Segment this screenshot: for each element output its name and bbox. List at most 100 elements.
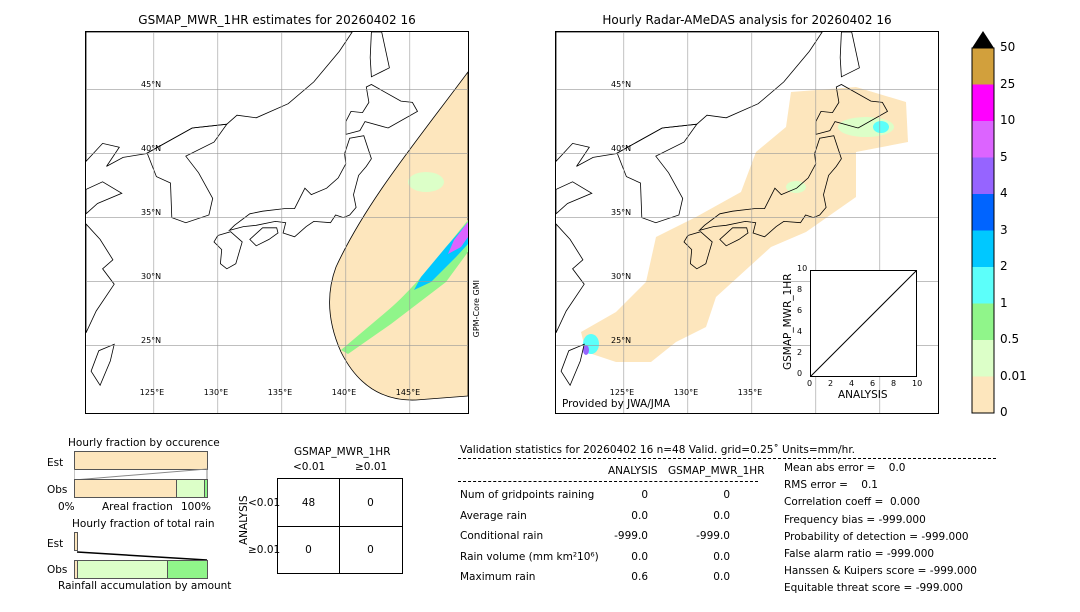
rain-fraction-bars — [74, 532, 208, 579]
rain-band-moderate — [414, 222, 468, 290]
scatter-ytick: 0 — [797, 369, 803, 378]
rain-obs-bar-moderate — [167, 560, 208, 579]
scatter-ytick: 2 — [797, 348, 803, 357]
coastline-china3 — [86, 223, 115, 333]
diagonal-line — [811, 271, 916, 376]
score-line: Correlation coeff = 0.000 — [784, 496, 920, 509]
colorbar-segment — [972, 194, 994, 231]
occ-0-tick: 0% — [58, 501, 75, 513]
analysis-coverage — [581, 87, 908, 362]
lat-tick-label: 35°N — [141, 207, 162, 217]
lon-tick-label: 130°E — [203, 387, 229, 397]
coastline-china — [86, 32, 353, 167]
stats-row-analysis: -999.0 — [614, 530, 648, 542]
score-line: RMS error = 0.1 — [784, 479, 878, 492]
scatter-xtick: 10 — [912, 379, 923, 388]
lon-tick-label: 125°E — [609, 387, 635, 397]
stats-row-label: Rain volume (mm km²10⁶) — [460, 550, 599, 563]
stats-row-analysis: 0.0 — [631, 509, 648, 522]
col-label-lt: <0.01 — [293, 461, 326, 473]
lat-tick-label: 25°N — [611, 335, 632, 345]
lon-tick-label: 145°E — [395, 387, 421, 397]
colorbar-segment — [972, 121, 994, 158]
right-map: Provided by JWA/JMA 45°N 40°N 35°N 30°N 25°N… — [555, 31, 939, 414]
colorbar-segment — [972, 376, 994, 413]
occ-obs-bar-moderate — [204, 479, 208, 498]
stats-row-analysis: 0 — [641, 489, 648, 501]
scatter-xtick: 6 — [870, 379, 876, 388]
lat-tick-label: 45°N — [141, 79, 162, 89]
scatter-xtick: 4 — [849, 379, 855, 388]
scatter-ytick: 10 — [797, 264, 808, 273]
cell-lt-ge: 0 — [367, 497, 374, 509]
score-line: Frequency bias = -999.000 — [784, 513, 926, 526]
rain-est-bar — [74, 532, 78, 551]
lat-tick-label: 30°N — [141, 271, 162, 281]
score-line: Mean abs error = 0.0 — [784, 462, 906, 474]
coastline-honshu — [228, 135, 372, 238]
lon-tick-label: 140°E — [331, 387, 357, 397]
right-map-title: Hourly Radar-AMeDAS analysis for 2026040… — [602, 13, 892, 27]
colorbar-tick-label: 25 — [1000, 76, 1016, 91]
lat-tick-label: 25°N — [141, 335, 162, 345]
coastline-china2 — [86, 181, 123, 215]
lon-tick-label: 125°E — [139, 387, 165, 397]
coastline-sakhalin — [369, 32, 390, 78]
scatter-xtick: 8 — [891, 379, 897, 388]
credit-text: Provided by JWA/JMA — [562, 398, 671, 410]
scatter-ytick: 6 — [797, 306, 803, 315]
rain-band-light — [341, 220, 468, 354]
lat-tick-label: 40°N — [141, 143, 162, 153]
rain-fraction-title: Hourly fraction of total rain — [72, 518, 215, 530]
rain-patch-taiwan-heavy — [583, 345, 589, 355]
colorbar-segment — [972, 230, 994, 267]
scatter-xlabel: ANALYSIS — [838, 389, 888, 401]
lat-tick-label: 30°N — [611, 271, 632, 281]
occurrence-bars — [74, 451, 208, 498]
colorbar-segment — [972, 267, 994, 304]
scatter-inset — [810, 270, 917, 377]
stats-header: Validation statistics for 20260402 16 n=… — [460, 444, 856, 456]
colorbar-segment — [972, 303, 994, 340]
coastline-china2 — [556, 181, 593, 215]
colorbar-segment — [972, 48, 994, 85]
coastline-kyushu — [683, 231, 713, 270]
stats-row-gsmap: 0 — [723, 489, 730, 501]
score-line: Equitable threat score = -999.000 — [784, 582, 963, 595]
score-line: Probability of detection = -999.000 — [784, 530, 969, 543]
colorbar — [971, 31, 995, 414]
occurrence-title: Hourly fraction by occurence — [68, 437, 220, 449]
rain-obs-bar-light — [77, 560, 168, 579]
row-label-lt: <0.01 — [248, 497, 281, 509]
colorbar-tick-label: 3 — [1000, 222, 1008, 237]
stats-row-gsmap: 0.0 — [713, 550, 730, 563]
colorbar-frame — [971, 47, 995, 414]
contingency-title: GSMAP_MWR_1HR — [294, 446, 391, 458]
colorbar-tick-label: 5 — [1000, 149, 1008, 164]
rain-est-label: Est — [47, 538, 64, 550]
coastline-shikoku — [719, 227, 749, 247]
contingency-table: 48 0 0 0 — [277, 478, 403, 574]
scatter-ytick: 8 — [797, 285, 803, 294]
left-map: 45°N 40°N 35°N 30°N 25°N 125°E 130°E 135°E 140°E… — [85, 31, 469, 414]
coastline-hokkaido — [815, 84, 889, 135]
score-line: False alarm ratio = -999.000 — [784, 548, 935, 560]
coastline-taiwan — [90, 343, 115, 387]
coastline-sakhalin — [839, 32, 860, 78]
stats-row-label: Num of gridpoints raining — [460, 489, 595, 501]
stats-row-label: Average rain — [460, 509, 527, 522]
cell-ge-ge: 0 — [367, 544, 374, 556]
coastline-hokkaido — [345, 84, 419, 135]
stats-row-analysis: 0.0 — [631, 550, 648, 563]
stats-col-analysis: ANALYSIS — [608, 465, 658, 477]
extend-max-arrow — [972, 31, 994, 48]
colorbar-segment — [972, 84, 994, 121]
stats-row-analysis: 0.6 — [631, 571, 648, 583]
colorbar-tick-label: 0.5 — [1000, 332, 1020, 346]
colorbar-tick-label: 0.01 — [1000, 368, 1027, 383]
occ-obs-bar-dry — [74, 479, 177, 498]
lat-tick-label: 40°N — [611, 143, 632, 153]
occ-obs-bar-light — [176, 479, 205, 498]
stats-row-label: Conditional rain — [460, 530, 544, 542]
colorbar-segment — [972, 340, 994, 377]
